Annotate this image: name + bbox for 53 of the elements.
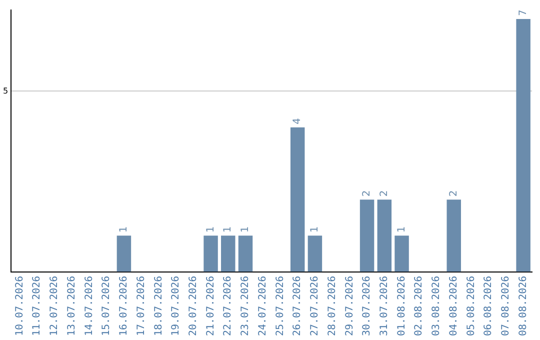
x-tick-label: 01.08.2026 (396, 276, 408, 336)
x-tick-label: 10.07.2026 (14, 276, 26, 336)
bar (360, 200, 374, 272)
x-tick-label: 08.08.2026 (518, 276, 529, 336)
x-tick-label: 21.07.2026 (205, 276, 216, 336)
bar (516, 19, 530, 272)
x-tick-label: 31.07.2026 (379, 276, 390, 336)
data-label: 1 (118, 226, 130, 233)
bar (221, 236, 236, 272)
x-tick-label: 26.07.2026 (292, 276, 304, 336)
x-tick-label: 06.08.2026 (483, 276, 494, 336)
x-tick-label: 11.07.2026 (32, 276, 43, 336)
data-label: 1 (222, 226, 234, 233)
x-tick-label: 27.07.2026 (310, 276, 321, 336)
bar (116, 236, 132, 272)
x-tick-label: 03.08.2026 (431, 276, 442, 336)
x-tick-label: 25.07.2026 (274, 276, 286, 336)
x-tick-label: 14.07.2026 (84, 276, 95, 336)
x-tick-label: 13.07.2026 (66, 276, 78, 336)
x-tick-label: 05.08.2026 (466, 276, 477, 336)
bar (308, 236, 322, 272)
x-tick-label: 19.07.2026 (170, 276, 182, 336)
bar (394, 236, 409, 272)
x-tick-label: 24.07.2026 (257, 276, 268, 336)
x-tick-label: 30.07.2026 (362, 276, 373, 336)
x-tick-label: 17.07.2026 (136, 276, 147, 336)
x-tick-label: 12.07.2026 (49, 276, 60, 336)
y-tick-label: 5 (2, 86, 8, 96)
data-label: 4 (292, 118, 304, 124)
x-tick-label: 18.07.2026 (153, 276, 164, 336)
data-label: 1 (205, 226, 216, 233)
x-tick-label: 22.07.2026 (222, 276, 234, 336)
x-tick-label: 29.07.2026 (344, 276, 356, 336)
x-tick-label: 23.07.2026 (240, 276, 252, 336)
x-tick-label: 28.07.2026 (326, 276, 338, 336)
bar (238, 236, 253, 272)
data-label: 1 (310, 226, 321, 233)
bar (377, 200, 392, 272)
x-tick-label: 20.07.2026 (188, 276, 199, 336)
bar (446, 200, 461, 272)
x-tick-label: 04.08.2026 (448, 276, 460, 336)
x-tick-label: 15.07.2026 (101, 276, 112, 336)
x-tick-label: 07.08.2026 (500, 276, 512, 336)
x-tick-label: 16.07.2026 (118, 276, 130, 336)
bar (204, 236, 218, 272)
data-label: 2 (448, 190, 460, 197)
data-label: 2 (379, 190, 390, 197)
data-label: 7 (518, 10, 529, 16)
data-label: 1 (396, 226, 408, 233)
bar (290, 127, 305, 272)
data-label: 1 (240, 226, 252, 233)
data-label: 2 (362, 190, 373, 197)
x-tick-label: 02.08.2026 (414, 276, 425, 336)
